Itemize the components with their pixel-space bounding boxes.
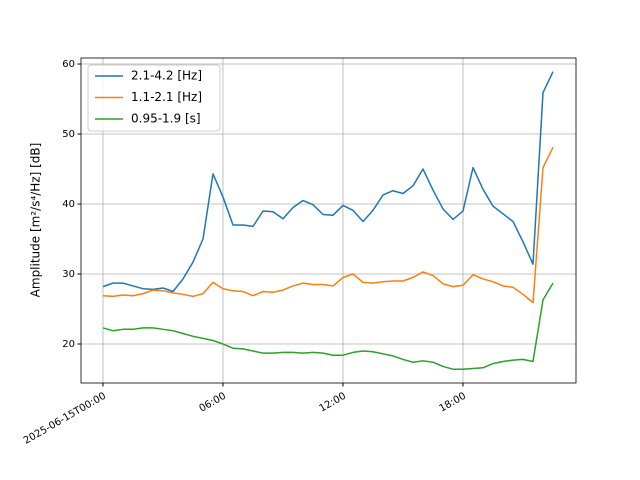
y-tick-label: 60 — [62, 59, 75, 70]
legend-label: 2.1-4.2 [Hz] — [131, 69, 202, 83]
y-axis-label: Amplitude [m²/s⁴/Hz] [dB] — [29, 143, 43, 298]
legend: 2.1-4.2 [Hz] 1.1-2.1 [Hz] 0.95-1.9 [s] — [87, 64, 221, 132]
legend-box — [87, 64, 221, 132]
y-tick-label: 40 — [62, 199, 75, 210]
series-line — [102, 282, 554, 370]
y-tick-label: 20 — [62, 339, 75, 350]
series-line — [102, 146, 554, 304]
y-tick-label: 30 — [62, 269, 75, 280]
series-line — [102, 71, 554, 293]
legend-label: 1.1-2.1 [Hz] — [131, 90, 202, 104]
plot-frame — [80, 57, 577, 384]
legend-label: 0.95-1.9 [s] — [131, 112, 201, 126]
y-tick-label: 50 — [62, 129, 75, 140]
